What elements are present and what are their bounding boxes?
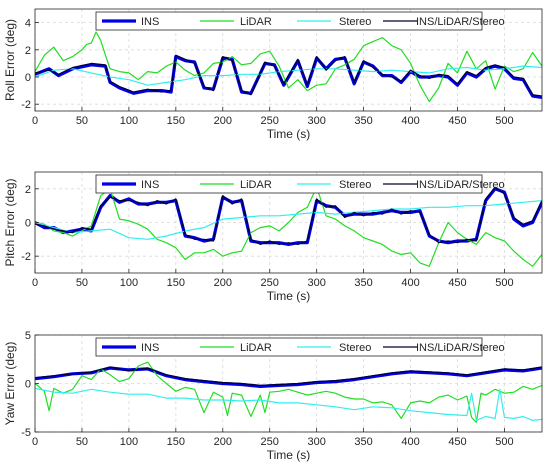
x-tick-label: 200 — [214, 436, 232, 448]
x-tick-label: 100 — [120, 277, 138, 289]
legend-label: INS — [141, 179, 159, 191]
x-tick-label: 150 — [167, 277, 185, 289]
y-tick-label: -2 — [21, 99, 31, 111]
series-line-ins-lidar-stereo — [35, 54, 542, 97]
legend-box — [95, 11, 483, 31]
legend-label: INS/LiDAR/Stereo — [416, 16, 505, 28]
x-tick-label: 200 — [214, 277, 232, 289]
x-tick-label: 350 — [354, 115, 372, 127]
legend-label: Stereo — [339, 342, 371, 354]
x-tick-label: 100 — [120, 115, 138, 127]
x-tick-label: 250 — [261, 115, 279, 127]
x-tick-label: 200 — [214, 115, 232, 127]
legend-box — [95, 337, 483, 357]
x-tick-label: 250 — [261, 436, 279, 448]
series-line-ins — [35, 187, 542, 246]
y-tick-label: 0 — [25, 379, 31, 391]
y-tick-label: 5 — [25, 330, 31, 342]
x-tick-label: 450 — [448, 277, 466, 289]
chart-panel-1: 0 50 100 150 200 250 300 350 400 450 500-2024Time … — [3, 8, 543, 141]
x-tick-label: 500 — [495, 277, 513, 289]
x-tick-label: 0 — [32, 115, 38, 127]
legend-label: Stereo — [339, 179, 371, 191]
series-group — [35, 186, 542, 267]
series-line-stereo — [35, 65, 542, 86]
series-line-ins-lidar-stereo — [35, 366, 542, 386]
y-tick-label: 0 — [25, 218, 31, 230]
legend-box — [95, 174, 483, 194]
legend-label: INS — [141, 16, 159, 28]
x-tick-label: 500 — [495, 115, 513, 127]
x-axis-title: Time (s) — [267, 289, 311, 303]
x-tick-label: 350 — [354, 436, 372, 448]
x-tick-label: 50 — [76, 115, 88, 127]
x-tick-label: 0 — [32, 436, 38, 448]
x-tick-label: 150 — [167, 115, 185, 127]
x-tick-label: 300 — [307, 436, 325, 448]
x-axis-title: Time (s) — [267, 127, 311, 141]
x-tick-label: 100 — [120, 436, 138, 448]
series-line-ins-lidar-stereo — [35, 186, 542, 245]
y-axis-title: Pitch Error (deg) — [3, 178, 17, 266]
y-tick-label: 4 — [25, 18, 31, 30]
x-tick-label: 450 — [448, 436, 466, 448]
series-line-lidar — [35, 186, 542, 267]
x-tick-label: 250 — [261, 277, 279, 289]
legend: INS LiDAR Stereo INS/LiDAR/Stereo — [95, 337, 505, 357]
x-tick-label: 350 — [354, 277, 372, 289]
legend-label: INS/LiDAR/Stereo — [416, 342, 505, 354]
y-tick-label: 0 — [25, 72, 31, 84]
x-tick-label: 300 — [307, 115, 325, 127]
x-tick-label: 450 — [448, 115, 466, 127]
y-axis-title: Roll Error (deg) — [3, 19, 17, 101]
y-tick-label: 2 — [25, 45, 31, 57]
legend-label: INS/LiDAR/Stereo — [416, 179, 505, 191]
legend: INS LiDAR Stereo INS/LiDAR/Stereo — [95, 174, 505, 194]
series-line-lidar — [35, 361, 542, 423]
series-group — [35, 361, 542, 423]
legend: INS LiDAR Stereo INS/LiDAR/Stereo — [95, 11, 505, 31]
x-tick-label: 300 — [307, 277, 325, 289]
x-tick-label: 50 — [76, 436, 88, 448]
x-tick-label: 0 — [32, 277, 38, 289]
series-line-stereo — [35, 387, 542, 421]
series-line-ins — [35, 55, 542, 99]
y-tick-label: -5 — [21, 427, 31, 439]
x-axis-title: Time (s) — [267, 448, 311, 462]
series-group — [35, 31, 542, 103]
y-tick-label: -2 — [21, 251, 31, 263]
x-tick-label: 400 — [401, 436, 419, 448]
x-tick-label: 500 — [495, 436, 513, 448]
legend-label: LiDAR — [240, 16, 272, 28]
x-tick-label: 50 — [76, 277, 88, 289]
legend-label: INS — [141, 342, 159, 354]
legend-label: LiDAR — [240, 179, 272, 191]
axes-frame — [34, 8, 543, 112]
chart-panel-2: 0 50 100 150 200 250 300 350 400 450 500 -2 0 2 Time (… — [3, 171, 543, 303]
x-tick-label: 400 — [401, 277, 419, 289]
series-line-stereo — [35, 200, 542, 240]
legend-label: LiDAR — [240, 342, 272, 354]
x-tick-label: 400 — [401, 115, 419, 127]
x-tick-label: 150 — [167, 436, 185, 448]
legend-label: Stereo — [339, 16, 371, 28]
y-axis-title: Yaw Error (deg) — [3, 342, 17, 426]
y-tick-label: 2 — [25, 184, 31, 196]
